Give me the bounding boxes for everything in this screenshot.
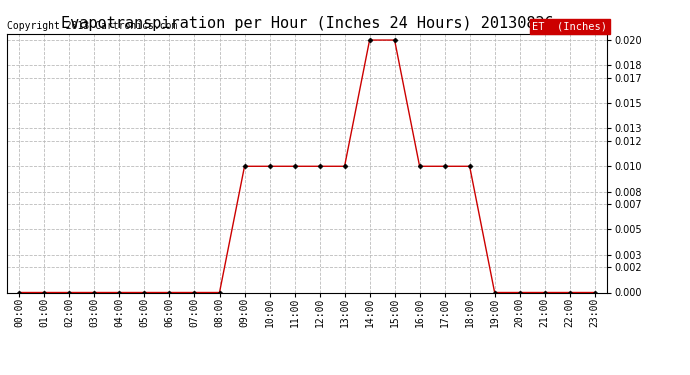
Title: Evapotranspiration per Hour (Inches 24 Hours) 20130826: Evapotranspiration per Hour (Inches 24 H… bbox=[61, 16, 553, 31]
Text: ET  (Inches): ET (Inches) bbox=[532, 21, 607, 31]
Text: Copyright 2013 Cartronics.com: Copyright 2013 Cartronics.com bbox=[7, 21, 177, 31]
